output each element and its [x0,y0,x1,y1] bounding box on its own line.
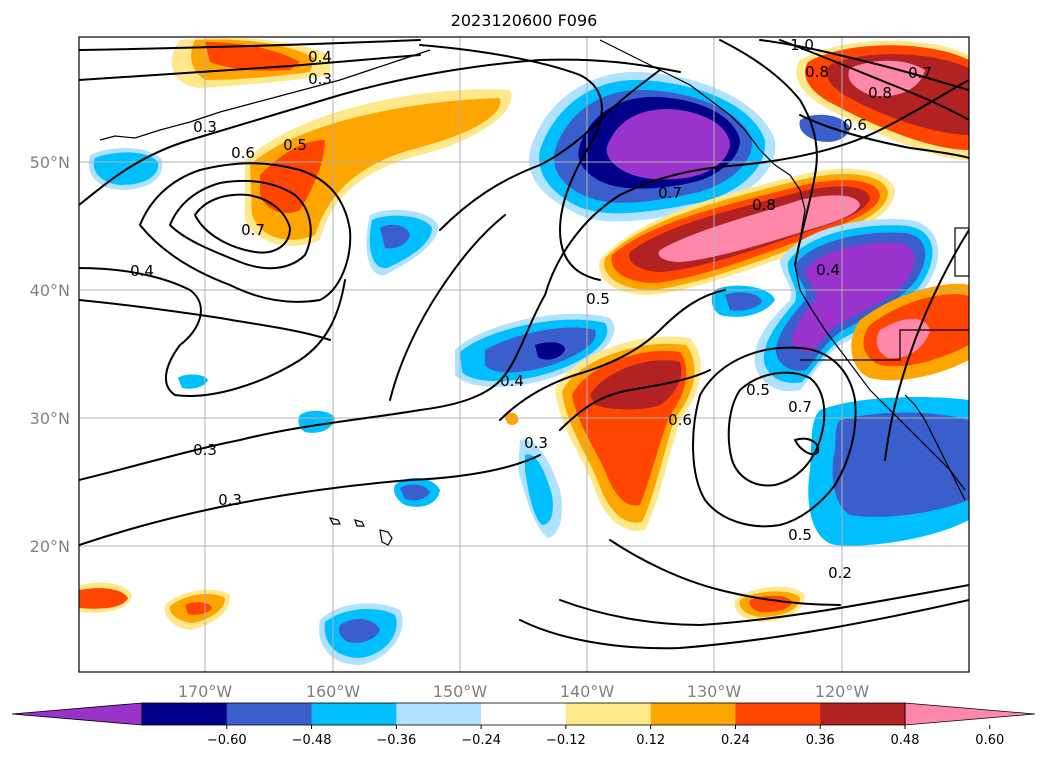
colorbar-segment [735,703,821,725]
contour-label: 0.5 [586,290,610,308]
lon-label: 160°W [306,682,361,701]
lat-label: 20°N [30,537,70,556]
colorbar-extend-min [11,702,143,726]
lat-label: 40°N [30,281,70,300]
contour-label: 0.6 [843,116,867,134]
colorbar-segment [565,703,652,725]
graticule [79,37,969,672]
colorbar-segment [650,703,736,725]
contour-label: 0.4 [308,48,332,66]
contour-label: 0.8 [805,63,829,81]
latitude-labels: 50°N 40°N 30°N 20°N [30,153,70,556]
colorbar-tick-label: 0.48 [891,733,920,748]
contour-label: 1.0 [790,36,814,54]
contour-label: 0.3 [218,491,242,509]
contour-label: 0.5 [283,136,307,154]
longitude-labels: 170°W 160°W 150°W 140°W 130°W 120°W [178,682,870,701]
figure-title: 2023120600 F096 [451,11,598,30]
colorbar-tick-label: 0.24 [721,733,750,748]
contour-label: 0.3 [193,118,217,136]
contour-label: 0.4 [500,372,524,390]
colorbar-tick-label: 0.36 [806,733,835,748]
lon-label: 170°W [178,682,233,701]
lat-label: 30°N [30,409,70,428]
colorbar-frame [141,702,906,726]
contour-label: 0.6 [231,144,255,162]
contour-label: 0.8 [752,196,776,214]
lon-label: 130°W [687,682,742,701]
map-plot-area: 0.4 0.3 0.3 0.6 0.5 0.7 0.4 0.3 0.3 1.0 … [79,36,969,672]
colorbar-extend-max [904,702,1036,726]
lat-label: 50°N [30,153,70,172]
colorbar-segment [820,703,906,725]
lon-label: 120°W [815,682,870,701]
contour-label: 0.2 [828,564,852,582]
colorbar-tick-label: −0.12 [546,733,586,748]
contour-label: 0.5 [788,526,812,544]
colorbar-segment [396,703,482,725]
colorbar-segment [142,703,228,725]
contour-label: 0.4 [130,262,154,280]
colorbar-tick-label: −0.60 [207,733,247,748]
colorbar-segment [226,703,313,725]
colorbar-segment [481,703,567,725]
contour-label: 0.3 [524,434,548,452]
lon-label: 140°W [560,682,615,701]
colorbar-tick-label: −0.24 [461,733,501,748]
contour-label: 0.7 [241,221,265,239]
lon-label: 150°W [433,682,488,701]
contour-label: 0.4 [816,261,840,279]
contour-label: 0.8 [868,84,892,102]
contour-label: 0.7 [908,64,932,82]
shaded-anomalies [79,37,969,665]
contour-label: 0.7 [788,398,812,416]
colorbar-tick-label: −0.36 [376,733,416,748]
contour-labels: 0.4 0.3 0.3 0.6 0.5 0.7 0.4 0.3 0.3 1.0 … [130,36,932,582]
map-frame [78,36,970,673]
contour-label: 0.3 [308,70,332,88]
colorbar: −0.60 −0.48 −0.36 −0.24 −0.12 0.12 0.24 0.36 0.4… [11,702,1036,748]
contour-label: 0.5 [746,381,770,399]
colorbar-tick-label: −0.48 [292,733,332,748]
colorbar-tick-label: 0.60 [975,733,1004,748]
contour-label: 0.6 [668,411,692,429]
contour-label: 0.3 [193,441,217,459]
colorbar-tick-label: 0.12 [636,733,665,748]
contour-label: 0.7 [658,184,682,202]
colorbar-segment [311,703,397,725]
contour-lines [79,39,969,650]
